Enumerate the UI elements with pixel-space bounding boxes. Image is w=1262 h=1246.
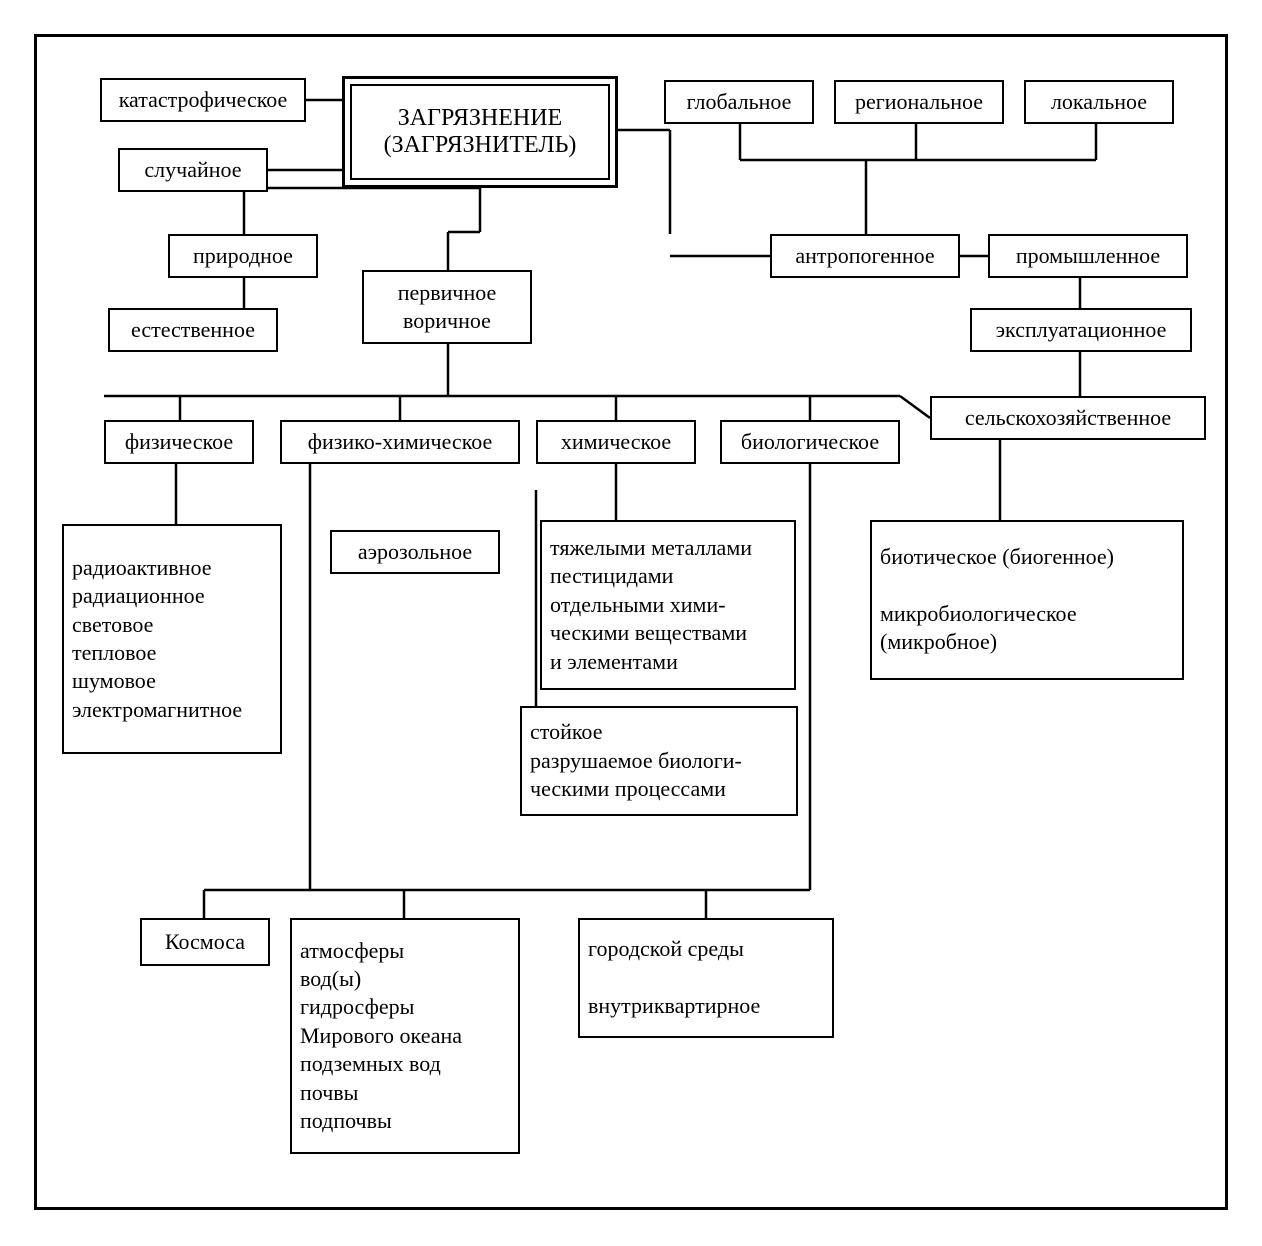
- node-bio_list-line-1: [880, 573, 886, 599]
- node-primary-line-0: первичное: [398, 280, 497, 306]
- node-spheres-line-0: атмосферы: [300, 938, 404, 964]
- node-natural-label: природное: [193, 243, 293, 269]
- diagram-stage: ЗАГРЯЗНЕНИЕ (ЗАГРЯЗНИТЕЛЬ) катастрофичес…: [0, 0, 1262, 1246]
- node-bio_list-line-0: биотическое (биогенное): [880, 544, 1114, 570]
- node-chem_stable-line-0: стойкое: [530, 719, 602, 745]
- node-urban-line-2: внутриквартирное: [588, 993, 760, 1019]
- node-chem_list-line-0: тяжелыми металлами: [550, 535, 752, 561]
- node-random: случайное: [118, 148, 268, 192]
- node-chem_list: тяжелыми металламипестицидами отдельными …: [540, 520, 796, 690]
- node-cosmos: Космоса: [140, 918, 270, 966]
- node-physical: физическое: [104, 420, 254, 464]
- root-line-2: (ЗАГРЯЗНИТЕЛЬ): [384, 132, 577, 158]
- node-industrial-label: промышленное: [1016, 243, 1160, 269]
- node-phys_list-line-5: электромагнитное: [72, 697, 242, 723]
- node-cosmos-label: Космоса: [165, 929, 245, 955]
- node-bio_list-line-3: (микробное): [880, 629, 997, 655]
- node-bio_list: биотическое (биогенное) микробиологическ…: [870, 520, 1184, 680]
- node-physchem: физико-химическое: [280, 420, 520, 464]
- node-spheres-line-3: Мирового океана: [300, 1023, 462, 1049]
- node-urban-line-0: городской среды: [588, 936, 744, 962]
- node-natural: природное: [168, 234, 318, 278]
- node-physchem-label: физико-химическое: [308, 429, 493, 455]
- node-chem_stable: стойкое разрушаемое биологи-ческими проце…: [520, 706, 798, 816]
- node-spheres-line-2: гидросферы: [300, 994, 414, 1020]
- node-chemical: химическое: [536, 420, 696, 464]
- node-inherent: естественное: [108, 308, 278, 352]
- node-phys_list-line-1: радиационное: [72, 583, 205, 609]
- node-anthropogenic-label: антропогенное: [795, 243, 934, 269]
- node-regional-label: региональное: [855, 89, 983, 115]
- node-chemical-label: химическое: [561, 429, 671, 455]
- node-spheres-line-1: вод(ы): [300, 966, 361, 992]
- node-global-label: глобальное: [687, 89, 792, 115]
- node-spheres-line-6: подпочвы: [300, 1108, 392, 1134]
- node-spheres-line-4: подземных вод: [300, 1051, 441, 1077]
- node-aerosol: аэрозольное: [330, 530, 500, 574]
- node-chem_list-line-1: пестицидами: [550, 563, 673, 589]
- node-phys_list-line-3: тепловое: [72, 640, 156, 666]
- node-bio_list-line-2: микробиологическое: [880, 601, 1077, 627]
- node-local: локальное: [1024, 80, 1174, 124]
- node-industrial: промышленное: [988, 234, 1188, 278]
- node-catastrophic: катастрофическое: [100, 78, 306, 122]
- node-biological-label: биологическое: [741, 429, 879, 455]
- node-operational-label: эксплуатационное: [996, 317, 1167, 343]
- node-phys_list-line-2: световое: [72, 612, 153, 638]
- node-agricultural-label: сельскохозяйственное: [965, 405, 1171, 431]
- node-agricultural: сельскохозяйственное: [930, 396, 1206, 440]
- node-chem_list-line-2: отдельными хими-: [550, 592, 726, 618]
- node-chem_list-line-4: и элементами: [550, 649, 678, 675]
- node-operational: эксплуатационное: [970, 308, 1192, 352]
- node-primary-line-1: воричное: [403, 308, 491, 334]
- node-spheres: атмосферывод(ы)гидросферы Мирового океана…: [290, 918, 520, 1154]
- node-chem_stable-line-1: разрушаемое биологи-: [530, 748, 742, 774]
- node-random-label: случайное: [144, 157, 241, 183]
- root-node: ЗАГРЯЗНЕНИЕ (ЗАГРЯЗНИТЕЛЬ): [350, 84, 610, 180]
- node-chem_stable-line-2: ческими процессами: [530, 776, 726, 802]
- node-inherent-label: естественное: [131, 317, 255, 343]
- node-urban: городской среды внутриквартирное: [578, 918, 834, 1038]
- node-phys_list-line-4: шумовое: [72, 668, 156, 694]
- node-local-label: локальное: [1051, 89, 1147, 115]
- node-catastrophic-label: катастрофическое: [119, 87, 288, 113]
- node-global: глобальное: [664, 80, 814, 124]
- root-line-1: ЗАГРЯЗНЕНИЕ: [398, 105, 562, 131]
- node-primary: первичноеворичное: [362, 270, 532, 344]
- node-phys_list-line-0: радиоактивное: [72, 555, 211, 581]
- node-biological: биологическое: [720, 420, 900, 464]
- node-anthropogenic: антропогенное: [770, 234, 960, 278]
- node-physical-label: физическое: [125, 429, 233, 455]
- node-spheres-line-5: почвы: [300, 1080, 358, 1106]
- node-urban-line-1: [588, 965, 594, 991]
- node-chem_list-line-3: ческими веществами: [550, 620, 747, 646]
- node-regional: региональное: [834, 80, 1004, 124]
- node-aerosol-label: аэрозольное: [358, 539, 472, 565]
- node-phys_list: радиоактивноерадиационное световоетеплово…: [62, 524, 282, 754]
